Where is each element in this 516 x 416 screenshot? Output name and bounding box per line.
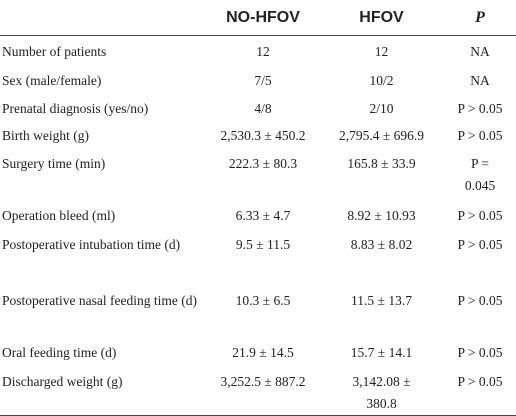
table-row: Birth weight (g) 2,530.3 ± 450.2 2,795.4 ±… — [0, 120, 516, 148]
table-row: Discharged weight (g) 3,252.5 ± 887.2 3,14… — [0, 365, 516, 416]
table-cell: 2,795.4 ± 696.9 — [319, 120, 444, 148]
table-cell: 4/8 — [207, 93, 319, 120]
cell-text: 10.3 ± 6.5 — [235, 292, 291, 308]
table-cell: Birth weight (g) — [0, 120, 207, 148]
table-cell: P > 0.05 — [444, 365, 516, 416]
table-cell: 11.5 ± 13.7 — [319, 285, 444, 337]
table-row: Surgery time (min) 222.3 ± 80.3 165.8 ± 33… — [0, 148, 516, 200]
cell-text: P > 0.05 — [457, 100, 503, 116]
cell-text: NA — [470, 72, 490, 88]
table-cell: Sex (male/female) — [0, 65, 207, 93]
table-cell: 2,530.3 ± 450.2 — [207, 120, 319, 148]
header-row: NO-HFOV HFOV P — [0, 0, 516, 36]
cell-text: 9.5 ± 11.5 — [235, 236, 291, 252]
table-cell: 8.83 ± 8.02 — [319, 229, 444, 285]
cell-text: 12 — [256, 44, 270, 59]
cell-text: P > 0.05 — [457, 292, 503, 308]
cell-text: 3,142.08 ± 380.8 — [352, 373, 411, 411]
table-cell: Oral feeding time (d) — [0, 337, 207, 366]
cell-text: Birth weight (g) — [2, 127, 89, 143]
cell-text: 6.33 ± 4.7 — [235, 207, 291, 223]
table-cell: P > 0.05 — [444, 229, 516, 285]
table-cell: P > 0.05 — [444, 285, 516, 337]
table-cell: P > 0.05 — [444, 93, 516, 120]
cell-text: 165.8 ± 33.9 — [347, 155, 416, 171]
table-row: Operation bleed (ml) 6.33 ± 4.7 8.92 ± 10.… — [0, 200, 516, 229]
cell-text: 222.3 ± 80.3 — [228, 155, 298, 171]
header-cell: P — [444, 0, 516, 36]
table-row: Prenatal diagnosis (yes/no) 4/8 2/10 P > 0.… — [0, 93, 516, 120]
cell-text: Prenatal diagnosis (yes/no) — [2, 100, 149, 116]
cell-text: Sex (male/female) — [2, 72, 102, 88]
table-cell: NA — [444, 65, 516, 93]
cell-text: 2/10 — [369, 100, 394, 116]
table-row: Sex (male/female) 7/5 10/2 NA — [0, 65, 516, 93]
cell-text: 21.9 ± 14.5 — [232, 344, 294, 360]
table-cell: Discharged weight (g) — [0, 365, 207, 416]
table-cell: 9.5 ± 11.5 — [207, 229, 319, 285]
cell-text: 4/8 — [254, 100, 272, 116]
table-cell: 6.33 ± 4.7 — [207, 200, 319, 229]
table-cell: 8.92 ± 10.93 — [319, 200, 444, 229]
table-cell: Postoperative nasal feeding time (d) — [0, 285, 207, 337]
cell-text: 10/2 — [369, 72, 394, 88]
cell-text: P > 0.05 — [457, 127, 503, 143]
table-row: Oral feeding time (d) 21.9 ± 14.5 15.7 ± 1… — [0, 337, 516, 366]
cell-text: 2,795.4 ± 696.9 — [338, 127, 425, 143]
cell-text: Surgery time (min) — [2, 155, 106, 171]
table-cell: 10/2 — [319, 65, 444, 93]
cell-text: Number of patients — [2, 44, 107, 59]
table-cell: NA — [444, 36, 516, 65]
cell-text: P = 0.045 — [464, 155, 496, 193]
table-cell: 222.3 ± 80.3 — [207, 148, 319, 200]
table-cell: 12 — [319, 36, 444, 65]
table-cell: 12 — [207, 36, 319, 65]
cell-text: 3,252.5 ± 887.2 — [220, 373, 306, 389]
table-cell: P = 0.045 — [444, 148, 516, 200]
cell-text: 12 — [374, 44, 389, 59]
table-cell: Surgery time (min) — [0, 148, 207, 200]
cell-text: 2,530.3 ± 450.2 — [220, 127, 306, 143]
header-cell — [0, 0, 207, 36]
cell-text: Oral feeding time (d) — [2, 344, 117, 360]
cell-text: Discharged weight (g) — [2, 373, 123, 389]
table-cell: P > 0.05 — [444, 337, 516, 366]
cell-text: 8.92 ± 10.93 — [347, 207, 416, 223]
table-row: Postoperative intubation time (d) 9.5 ± 1… — [0, 229, 516, 285]
cell-text: 15.7 ± 14.1 — [350, 344, 413, 360]
cell-text: 7/5 — [254, 72, 272, 88]
cell-text: 8.83 ± 8.02 — [350, 236, 413, 252]
table-cell: 3,252.5 ± 887.2 — [207, 365, 319, 416]
header-cell: NO-HFOV — [207, 0, 319, 36]
cell-text: P > 0.05 — [457, 344, 503, 360]
table-cell: 7/5 — [207, 65, 319, 93]
cell-text: 11.5 ± 13.7 — [351, 292, 412, 308]
table-cell: 165.8 ± 33.9 — [319, 148, 444, 200]
table-cell: 2/10 — [319, 93, 444, 120]
cell-text: Postoperative nasal feeding time (d) — [2, 292, 197, 308]
cell-text: P > 0.05 — [457, 207, 503, 223]
table-body: Number of patients 12 12 NA Sex (male/female… — [0, 36, 516, 416]
table-cell: Operation bleed (ml) — [0, 200, 207, 229]
table-cell: Number of patients — [0, 36, 207, 65]
table-cell: P > 0.05 — [444, 120, 516, 148]
cell-text: NA — [470, 44, 490, 59]
cell-text: P > 0.05 — [457, 373, 503, 389]
table-cell: Prenatal diagnosis (yes/no) — [0, 93, 207, 120]
cell-text: P > 0.05 — [457, 236, 503, 252]
table-cell: 10.3 ± 6.5 — [207, 285, 319, 337]
table-cell: 3,142.08 ± 380.8 — [319, 365, 444, 416]
cell-text: Postoperative intubation time (d) — [2, 236, 181, 252]
table-cell: 15.7 ± 14.1 — [319, 337, 444, 366]
table-row: Postoperative nasal feeding time (d) 10.3… — [0, 285, 516, 337]
table-cell: Postoperative intubation time (d) — [0, 229, 207, 285]
cell-text: Operation bleed (ml) — [2, 207, 116, 223]
table-cell: 21.9 ± 14.5 — [207, 337, 319, 366]
table-row: Number of patients 12 12 NA — [0, 36, 516, 65]
table-cell: P > 0.05 — [444, 200, 516, 229]
header-cell: HFOV — [319, 0, 444, 36]
